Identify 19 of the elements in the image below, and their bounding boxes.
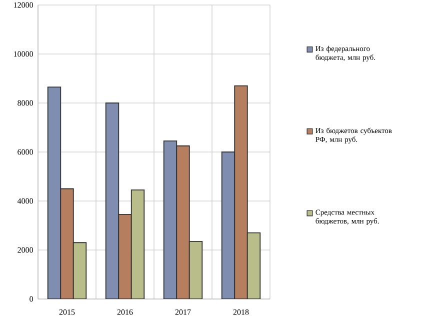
x-tick-label: 2015 [59, 309, 75, 315]
bar [47, 86, 62, 299]
x-tick-label: 2018 [233, 309, 249, 315]
x-tick-label: 2016 [117, 309, 133, 315]
y-tick-label: 4000 [17, 198, 33, 204]
x-tick-label: 2017 [175, 309, 191, 315]
y-tick-label: 0 [30, 296, 33, 302]
y-tick-label: 2000 [18, 247, 33, 253]
y-tick-label: 8000 [18, 100, 33, 106]
bar [60, 188, 74, 299]
bar [221, 152, 236, 299]
y-tick-label: 6000 [18, 149, 33, 155]
bar [118, 214, 132, 299]
bar [234, 85, 248, 299]
y-tick-label: 10000 [14, 51, 33, 57]
bar [163, 140, 178, 299]
bar [105, 102, 120, 299]
bar [176, 145, 190, 299]
y-tick-label: 12000 [14, 2, 33, 8]
